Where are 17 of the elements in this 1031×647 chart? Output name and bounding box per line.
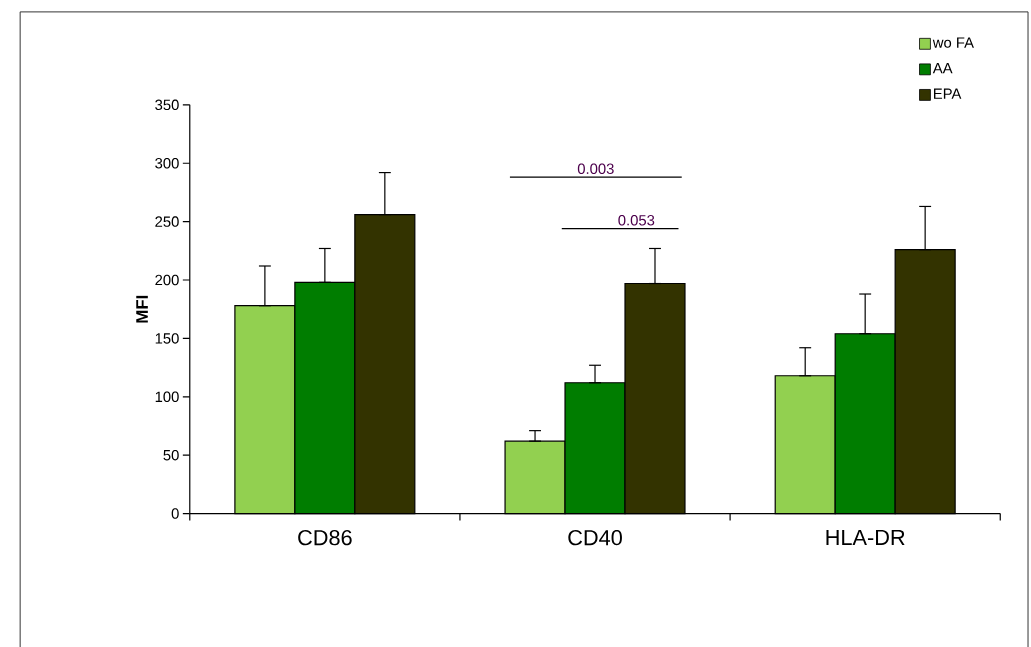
y-tick-label: 100 — [155, 391, 179, 403]
y-tick-label: 150 — [155, 333, 179, 344]
annotation: 0.053 — [618, 215, 655, 226]
y-axis-title: MFI — [136, 295, 148, 323]
legend-label: AA — [932, 63, 953, 74]
y-tick-label: 250 — [155, 216, 179, 227]
x-tick-label: CD86 — [298, 530, 352, 546]
y-tick-label: 350 — [155, 99, 179, 111]
y-tick-label: 50 — [163, 450, 179, 461]
y-tick-label: 300 — [155, 158, 179, 169]
y-tick-label: 0 — [171, 508, 179, 519]
x-tick-label: HLA-DR — [826, 530, 905, 546]
legend-label: wo FA — [932, 37, 974, 48]
y-tick-label: 200 — [155, 274, 179, 286]
x-tick-label: CD40 — [568, 530, 622, 546]
legend-label: EPA — [934, 88, 962, 99]
annotation: 0.003 — [577, 163, 614, 175]
